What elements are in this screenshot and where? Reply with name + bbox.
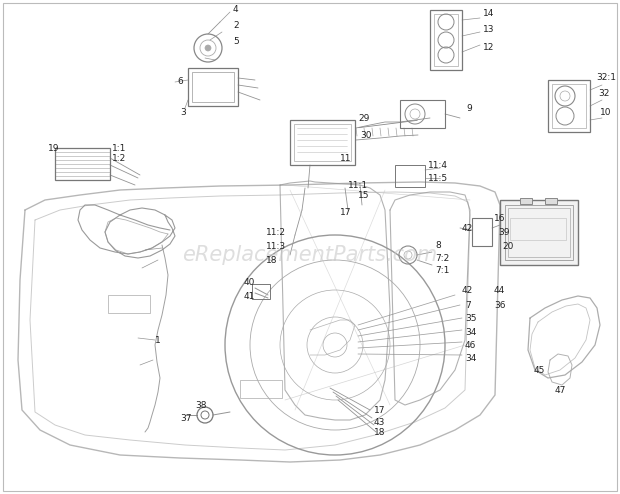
Text: 11:4: 11:4	[428, 161, 448, 169]
Text: 11:1: 11:1	[348, 180, 368, 190]
Text: 38: 38	[195, 401, 206, 410]
Text: 42: 42	[462, 223, 473, 233]
Text: 18: 18	[266, 255, 278, 264]
Bar	[510, 218, 566, 240]
Text: 1: 1	[155, 335, 161, 344]
Text: 14: 14	[483, 9, 494, 18]
Bar	[400, 100, 445, 128]
Text: 46: 46	[465, 340, 476, 349]
Bar	[505, 205, 573, 260]
Bar	[290, 120, 355, 165]
Text: eReplacementParts.com: eReplacementParts.com	[182, 245, 438, 265]
Text: 42: 42	[462, 286, 473, 294]
Text: 18: 18	[374, 427, 386, 437]
Text: 34: 34	[465, 354, 476, 363]
Text: 7:2: 7:2	[435, 253, 449, 262]
Text: 7: 7	[465, 300, 471, 310]
Text: 19: 19	[48, 143, 60, 153]
Bar	[500, 200, 578, 265]
Bar	[55, 148, 110, 180]
Text: 11:5: 11:5	[428, 173, 448, 182]
Bar	[552, 84, 586, 128]
Text: 11:3: 11:3	[266, 242, 286, 250]
Text: 1:1: 1:1	[112, 143, 126, 153]
Text: 40: 40	[244, 278, 255, 287]
Text: 37: 37	[180, 413, 192, 422]
Bar	[188, 68, 238, 106]
Text: 5: 5	[233, 38, 239, 46]
Bar	[472, 218, 492, 246]
Text: 43: 43	[374, 417, 386, 426]
Text: 47: 47	[555, 385, 567, 395]
Text: 15: 15	[358, 191, 370, 200]
Text: 12: 12	[483, 43, 494, 52]
Bar	[545, 198, 557, 204]
Circle shape	[205, 45, 211, 51]
Text: 30: 30	[360, 130, 371, 139]
Bar	[548, 80, 590, 132]
Text: 3: 3	[180, 108, 186, 117]
Text: 2: 2	[233, 20, 239, 30]
Text: 39: 39	[498, 228, 510, 237]
Text: 13: 13	[483, 26, 495, 35]
Text: 7:1: 7:1	[435, 265, 449, 275]
Text: 36: 36	[494, 300, 505, 310]
Text: 16: 16	[494, 213, 505, 222]
Text: 35: 35	[465, 314, 477, 323]
Text: 29: 29	[358, 114, 370, 123]
Text: 45: 45	[534, 366, 546, 374]
Text: 20: 20	[502, 242, 513, 250]
Bar	[520, 198, 532, 204]
Bar	[294, 124, 351, 161]
Text: 4: 4	[233, 5, 239, 14]
Text: 44: 44	[494, 286, 505, 294]
Bar	[108, 295, 150, 313]
Text: 41: 41	[244, 291, 255, 300]
Bar	[192, 72, 234, 102]
Text: 9: 9	[466, 104, 472, 113]
Bar	[430, 10, 462, 70]
Text: 32: 32	[598, 89, 609, 98]
Text: 17: 17	[340, 207, 352, 216]
Text: 10: 10	[600, 108, 611, 117]
Bar	[252, 284, 270, 299]
Bar	[434, 14, 458, 66]
Text: 11: 11	[340, 154, 352, 163]
Text: 11:2: 11:2	[266, 228, 286, 237]
Text: 8: 8	[435, 241, 441, 249]
Text: 34: 34	[465, 328, 476, 336]
Bar	[240, 380, 282, 398]
Text: 17: 17	[374, 406, 386, 414]
Text: 32:1: 32:1	[596, 74, 616, 82]
Text: 6: 6	[177, 78, 183, 86]
Bar	[395, 165, 425, 187]
Bar	[508, 208, 570, 257]
Text: 1:2: 1:2	[112, 154, 126, 163]
